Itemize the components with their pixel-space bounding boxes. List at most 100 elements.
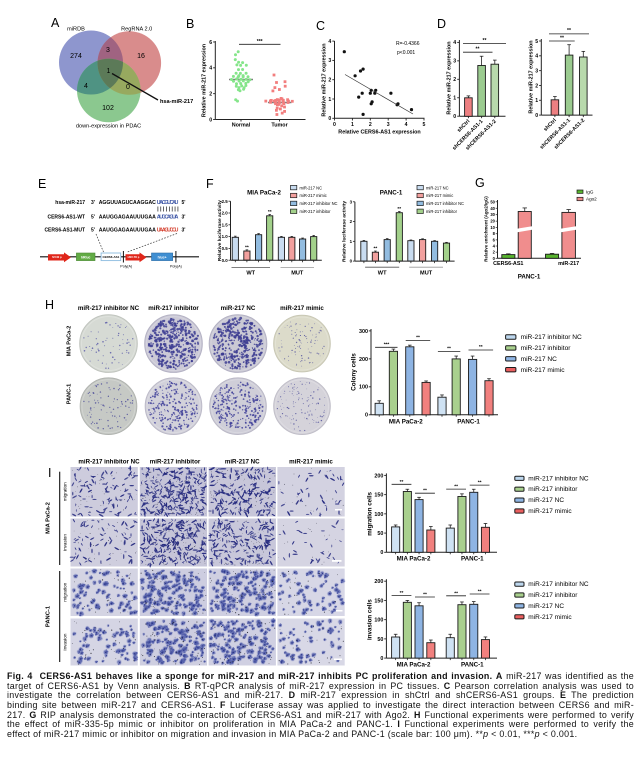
svg-text:miR-217 NC: miR-217 NC (426, 185, 449, 190)
svg-text:E: E (38, 177, 46, 191)
svg-text:Relative miR-217 expression: Relative miR-217 expression (529, 40, 535, 113)
svg-text:**: ** (374, 246, 378, 252)
svg-text:200: 200 (374, 579, 383, 585)
svg-text:150: 150 (374, 493, 383, 499)
svg-text:migration cells: migration cells (367, 491, 374, 535)
svg-text:miR-217 inhibitor NC: miR-217 inhibitor NC (78, 459, 140, 466)
svg-text:100: 100 (374, 618, 383, 624)
svg-text:5': 5' (91, 215, 95, 221)
svg-text:HSV-TK p: HSV-TK p (128, 255, 140, 259)
svg-text:0: 0 (209, 117, 212, 123)
svg-text:WT: WT (246, 271, 255, 277)
svg-text:miR-217 inhibitor: miR-217 inhibitor (300, 209, 332, 214)
svg-text:WT: WT (378, 271, 387, 277)
svg-text:5: 5 (535, 39, 538, 45)
svg-text:**: ** (416, 335, 420, 341)
svg-text:1: 1 (328, 97, 331, 103)
svg-text:10: 10 (490, 225, 495, 230)
svg-text:2: 2 (453, 77, 456, 83)
svg-text:**: ** (447, 345, 451, 351)
svg-text:2: 2 (328, 78, 331, 84)
svg-text:300: 300 (359, 329, 368, 335)
svg-text:2: 2 (369, 122, 372, 128)
svg-text:100: 100 (359, 385, 368, 391)
svg-text:miR-217 inhibitor NC: miR-217 inhibitor NC (78, 305, 140, 312)
svg-text:**: ** (478, 480, 482, 486)
svg-text:3: 3 (350, 199, 353, 204)
svg-text:miR-217 inhibitor: miR-217 inhibitor (528, 486, 578, 493)
svg-text:4: 4 (84, 83, 88, 90)
svg-text:8: 8 (493, 231, 496, 236)
svg-text:40: 40 (490, 206, 495, 211)
svg-text:CERS6-AS1-MUT: CERS6-AS1-MUT (44, 228, 85, 234)
svg-text:migration: migration (63, 582, 68, 601)
svg-text:Relative miR-217 expression: Relative miR-217 expression (447, 41, 453, 114)
svg-text:Poly(A): Poly(A) (170, 265, 182, 269)
svg-text:3': 3' (91, 200, 95, 206)
svg-text:miR-217 NC: miR-217 NC (225, 459, 260, 466)
svg-text:3': 3' (182, 215, 186, 221)
svg-text:B: B (186, 17, 194, 31)
svg-text:Relative enrichment (Ago2/IgG): Relative enrichment (Ago2/IgG) (484, 196, 489, 262)
svg-text:miR-217 NC: miR-217 NC (528, 603, 564, 610)
svg-text:3: 3 (106, 47, 110, 54)
svg-text:3: 3 (328, 58, 331, 64)
svg-text:UAAGUCCU: UAAGUCCU (157, 228, 179, 234)
svg-text:20: 20 (490, 219, 495, 224)
svg-text:miRDB: miRDB (67, 27, 85, 33)
svg-text:PANC-1: PANC-1 (46, 605, 52, 627)
svg-text:D: D (437, 17, 446, 31)
svg-text:5': 5' (91, 228, 95, 234)
svg-text:4: 4 (493, 244, 496, 249)
svg-text:2: 2 (493, 250, 496, 255)
svg-text:50: 50 (490, 199, 495, 204)
svg-text:G: G (475, 176, 485, 190)
svg-text:***: *** (384, 341, 390, 347)
svg-text:2: 2 (209, 91, 212, 97)
svg-text:**: ** (454, 590, 458, 596)
svg-text:hsa-miR-217: hsa-miR-217 (55, 200, 85, 206)
svg-text:Tumor: Tumor (271, 123, 288, 129)
svg-text:Ago2: Ago2 (586, 197, 597, 202)
svg-text:hsa-miR-217: hsa-miR-217 (160, 99, 193, 105)
svg-text:miR-217 inhibitor NC: miR-217 inhibitor NC (528, 581, 589, 588)
svg-text:MUT: MUT (420, 271, 433, 277)
svg-text:miR-217 inhibitor NC: miR-217 inhibitor NC (521, 334, 582, 341)
svg-text:down-expression in PDAC: down-expression in PDAC (76, 124, 141, 130)
svg-text:**: ** (454, 484, 458, 490)
svg-text:AAUGGAGAAUUUGAA: AAUGGAGAAUUUGAA (99, 215, 156, 221)
svg-text:**: ** (478, 589, 482, 595)
svg-text:miR-217 mimic: miR-217 mimic (521, 367, 566, 374)
svg-text:miR-217 inhibitor: miR-217 inhibitor (150, 459, 201, 466)
svg-text:**: ** (400, 590, 404, 596)
svg-text:6: 6 (209, 40, 212, 46)
svg-text:50: 50 (377, 637, 383, 643)
svg-text:PANC-1: PANC-1 (67, 384, 73, 404)
svg-text:3: 3 (387, 122, 390, 128)
svg-text:274: 274 (70, 53, 82, 60)
svg-text:miR-217 mimic: miR-217 mimic (528, 508, 572, 515)
svg-text:1: 1 (535, 98, 538, 104)
svg-text:MIA PaCa-2: MIA PaCa-2 (67, 326, 73, 357)
svg-text:0: 0 (453, 114, 456, 120)
svg-text:0: 0 (493, 256, 496, 261)
svg-text:SV40 p: SV40 p (52, 255, 62, 259)
svg-text:2.0: 2.0 (222, 211, 229, 216)
svg-text:PANC-1: PANC-1 (457, 419, 480, 426)
svg-text:miR-217 inhibitor NC: miR-217 inhibitor NC (300, 201, 338, 206)
svg-text:0: 0 (333, 122, 336, 128)
svg-text:30: 30 (490, 212, 495, 217)
svg-text:50: 50 (377, 531, 383, 537)
svg-text:C: C (316, 19, 325, 33)
svg-text:Relative luciferase activity: Relative luciferase activity (217, 200, 223, 261)
svg-text:100: 100 (374, 512, 383, 518)
svg-text:0: 0 (328, 116, 331, 122)
svg-text:H: H (45, 298, 54, 312)
svg-text:**: ** (423, 592, 427, 598)
svg-text:p<0.001: p<0.001 (397, 50, 415, 56)
svg-text:UACGUCAU: UACGUCAU (157, 200, 179, 206)
svg-text:**: ** (483, 38, 487, 44)
svg-text:4: 4 (535, 54, 538, 60)
svg-text:CERS6-AS1: CERS6-AS1 (493, 261, 523, 267)
svg-text:4: 4 (405, 122, 408, 128)
